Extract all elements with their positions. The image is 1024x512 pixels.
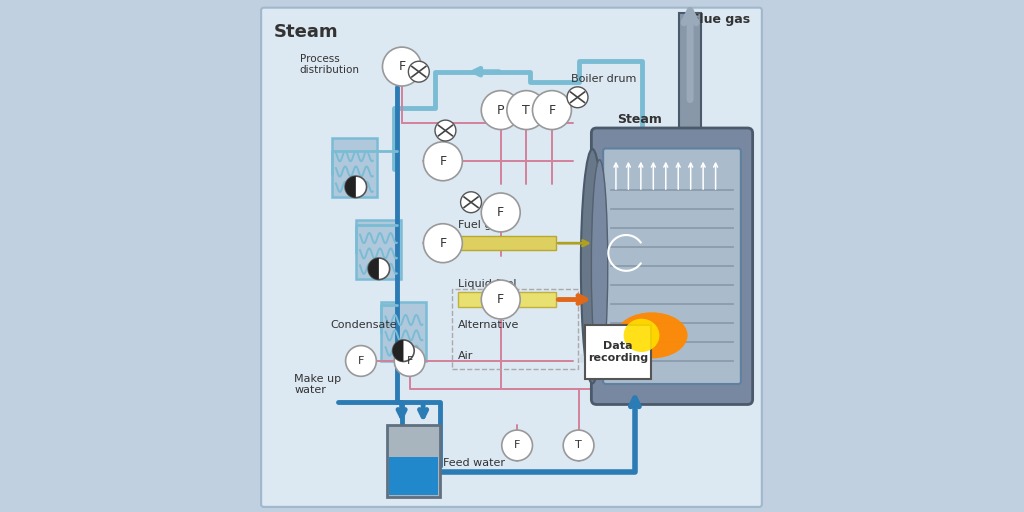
Text: F: F <box>549 103 555 117</box>
Text: Air: Air <box>458 351 473 361</box>
Text: F: F <box>498 206 504 219</box>
Circle shape <box>435 120 456 141</box>
Text: Fuel gas: Fuel gas <box>458 220 504 230</box>
FancyBboxPatch shape <box>592 128 753 404</box>
Ellipse shape <box>624 318 659 352</box>
Circle shape <box>507 91 546 130</box>
FancyBboxPatch shape <box>459 236 555 250</box>
FancyBboxPatch shape <box>603 148 741 384</box>
Circle shape <box>369 258 390 280</box>
FancyBboxPatch shape <box>679 13 700 133</box>
Text: F: F <box>514 440 520 451</box>
Circle shape <box>409 61 429 82</box>
Ellipse shape <box>592 160 608 373</box>
Circle shape <box>481 280 520 319</box>
Text: F: F <box>439 155 446 168</box>
Text: Steam: Steam <box>274 23 339 41</box>
Text: F: F <box>398 60 406 73</box>
Circle shape <box>393 340 415 361</box>
Wedge shape <box>345 176 356 198</box>
Text: P: P <box>497 103 505 117</box>
Text: T: T <box>522 103 530 117</box>
Text: T: T <box>575 440 582 451</box>
Circle shape <box>345 346 377 376</box>
FancyBboxPatch shape <box>332 138 377 197</box>
Circle shape <box>481 193 520 232</box>
Ellipse shape <box>616 312 688 358</box>
Text: Condensate: Condensate <box>330 320 397 330</box>
Text: F: F <box>407 356 413 366</box>
Circle shape <box>394 346 425 376</box>
Circle shape <box>461 192 481 212</box>
Wedge shape <box>369 258 379 280</box>
Text: F: F <box>498 293 504 306</box>
Circle shape <box>563 430 594 461</box>
Text: F: F <box>357 356 365 366</box>
Text: Boiler drum: Boiler drum <box>571 74 636 84</box>
Ellipse shape <box>581 149 604 383</box>
Circle shape <box>481 91 520 130</box>
Text: Process
distribution: Process distribution <box>299 54 359 75</box>
Circle shape <box>567 87 588 108</box>
Circle shape <box>502 430 532 461</box>
FancyBboxPatch shape <box>586 325 651 379</box>
Text: Data
recording: Data recording <box>588 341 648 363</box>
FancyBboxPatch shape <box>356 220 401 279</box>
Text: Flue gas: Flue gas <box>691 13 751 26</box>
Circle shape <box>424 142 463 181</box>
FancyBboxPatch shape <box>459 292 555 307</box>
Circle shape <box>382 47 422 86</box>
Text: Make up
water: Make up water <box>295 374 342 395</box>
FancyBboxPatch shape <box>381 302 426 361</box>
Wedge shape <box>392 340 403 361</box>
FancyBboxPatch shape <box>389 457 438 495</box>
FancyBboxPatch shape <box>261 8 762 507</box>
Text: Alternative: Alternative <box>458 320 519 330</box>
Text: Feed water: Feed water <box>442 458 505 468</box>
Text: F: F <box>439 237 446 250</box>
Circle shape <box>345 176 367 198</box>
Text: Liquid fuel: Liquid fuel <box>458 279 516 289</box>
Circle shape <box>532 91 571 130</box>
Circle shape <box>424 224 463 263</box>
Text: Steam: Steam <box>616 113 662 125</box>
FancyBboxPatch shape <box>387 425 440 497</box>
